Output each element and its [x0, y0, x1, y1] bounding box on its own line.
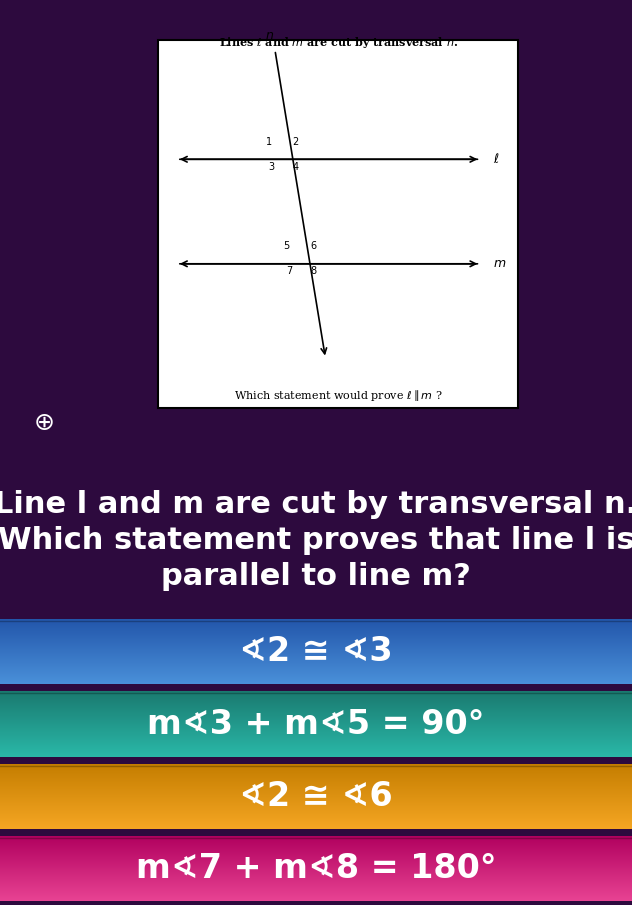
FancyBboxPatch shape	[158, 40, 518, 408]
Text: $n$: $n$	[265, 29, 274, 43]
Text: Line l and m are cut by transversal n.
Which statement proves that line l is
par: Line l and m are cut by transversal n. W…	[0, 491, 632, 591]
Text: 8: 8	[310, 266, 317, 276]
Text: Which statement would prove $\ell \parallel m$ ?: Which statement would prove $\ell \paral…	[234, 388, 442, 404]
Text: m∢7 + m∢8 = 180°: m∢7 + m∢8 = 180°	[136, 853, 496, 885]
Text: 2: 2	[293, 137, 299, 147]
Text: 1: 1	[265, 137, 272, 147]
Text: ⊕: ⊕	[33, 411, 55, 435]
Text: 4: 4	[293, 162, 299, 172]
Text: $m$: $m$	[493, 257, 506, 271]
Text: 3: 3	[269, 162, 275, 172]
Text: $\ell$: $\ell$	[493, 152, 499, 167]
Text: m∢3 + m∢5 = 90°: m∢3 + m∢5 = 90°	[147, 708, 485, 740]
Text: Lines $\ell$ and $m$ are cut by transversal $n$.: Lines $\ell$ and $m$ are cut by transver…	[219, 34, 458, 50]
Text: ∢2 ≅ ∢3: ∢2 ≅ ∢3	[239, 635, 393, 668]
Text: 5: 5	[283, 242, 289, 252]
Text: ∢2 ≅ ∢6: ∢2 ≅ ∢6	[239, 780, 393, 813]
Text: 7: 7	[286, 266, 293, 276]
Text: 6: 6	[310, 242, 317, 252]
